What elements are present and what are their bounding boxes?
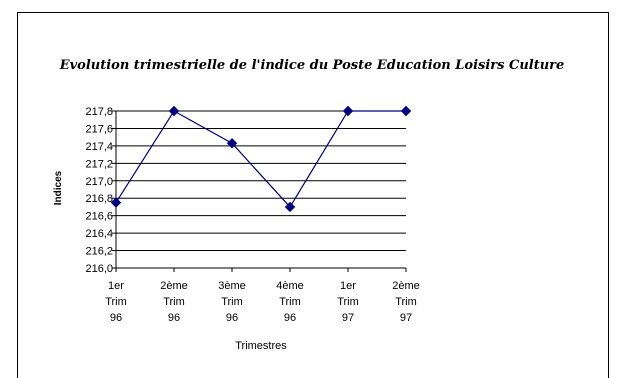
chart-frame: [17, 12, 609, 378]
x-tick-label: 1er Trim 97: [337, 280, 359, 324]
y-tick-label: 217,8: [85, 106, 113, 118]
data-point-marker: [342, 105, 354, 117]
y-tick-label: 217,2: [85, 158, 113, 170]
chart-title: Evolution trimestrielle de l'indice du P…: [59, 58, 565, 73]
y-tick-label: 216,2: [85, 246, 113, 258]
y-axis-title: Indices: [53, 170, 64, 205]
y-tick-label: 216,8: [85, 193, 113, 205]
x-axis-ticks: 1er Trim 96 2ème Trim 96 3ème Trim 96 4ème Trim 96 1…: [105, 268, 420, 324]
x-axis-title: Trimestres: [235, 340, 287, 352]
y-tick-label: 216,6: [85, 211, 113, 223]
x-tick-label: 3ème Trim 96: [218, 280, 246, 324]
y-tick-label: 217,0: [85, 176, 113, 188]
y-tick-label: 216,0: [85, 263, 113, 275]
x-tick-label: 4ème Trim 96: [276, 280, 304, 324]
data-point-marker: [110, 197, 122, 208]
x-tick-label: 2ème Trim 97: [392, 280, 420, 324]
data-point-marker: [400, 105, 412, 117]
x-tick-label: 1er Trim 96: [105, 280, 127, 324]
data-point-marker: [226, 138, 238, 149]
y-tick-label: 217,4: [85, 141, 113, 153]
axes: [115, 111, 406, 269]
y-axis-ticks: 216,0 216,2 216,4 216,6 216,8 217,0 217,2 217,4…: [85, 106, 116, 275]
x-tick-label: 2ème Trim 96: [160, 280, 188, 324]
data-point-marker: [284, 201, 296, 213]
series-line: [115, 110, 406, 208]
y-tick-label: 217,6: [85, 123, 113, 135]
data-point-marker: [168, 105, 180, 117]
y-tick-label: 216,4: [85, 228, 113, 240]
data-points: [110, 105, 412, 213]
